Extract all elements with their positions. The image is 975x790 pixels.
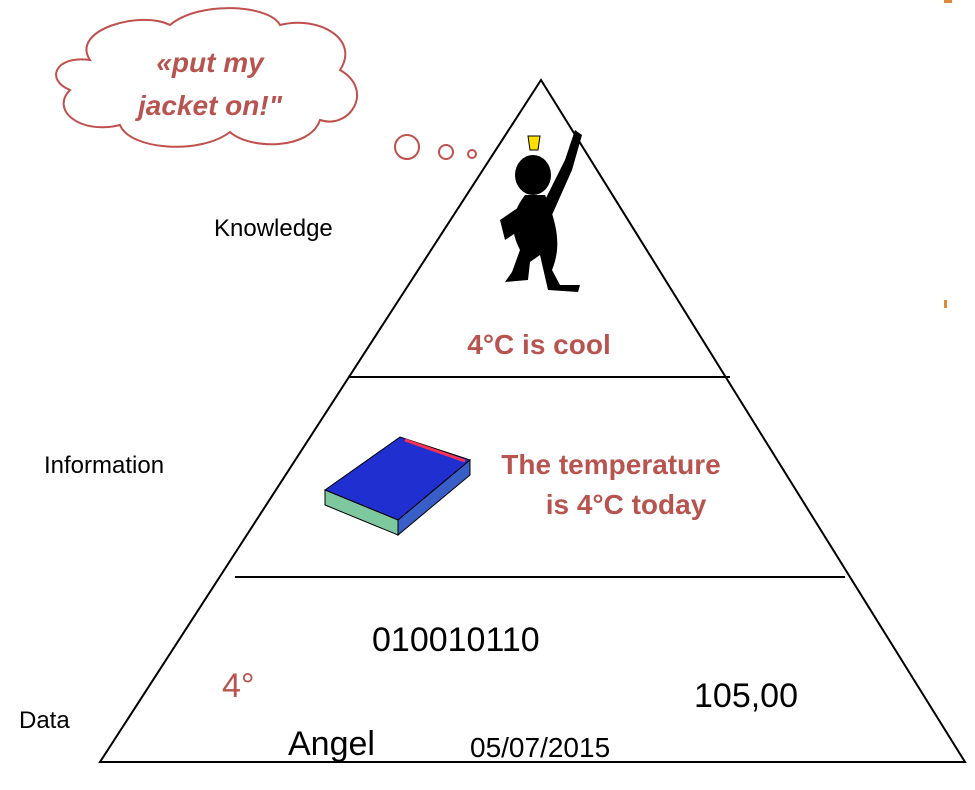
corner-mark [944, 0, 952, 3]
book [325, 437, 470, 535]
level-caption: 4°C is cool [467, 329, 610, 360]
data-item: Angel [288, 725, 375, 763]
thought-text: jacket on!" [134, 90, 283, 121]
level-caption: is 4°C today [546, 489, 707, 520]
level-label: Information [44, 452, 164, 479]
level-caption: The temperature [501, 449, 720, 480]
data-item: 4° [222, 667, 255, 705]
data-item: 105,00 [694, 677, 798, 715]
data-item: 05/07/2015 [470, 732, 610, 763]
thought-text: «put my [156, 47, 265, 78]
level-label: Knowledge [214, 215, 333, 242]
thinker-figure [500, 130, 582, 292]
thought-dot [439, 145, 453, 159]
diagram: «put my jacket on!" Knowledge Informatio… [0, 0, 975, 790]
corner-mark [944, 300, 947, 308]
thought-dot [395, 135, 419, 159]
data-item: 010010110 [372, 621, 540, 659]
level-label: Data [19, 707, 70, 734]
thought-dot [468, 150, 476, 158]
